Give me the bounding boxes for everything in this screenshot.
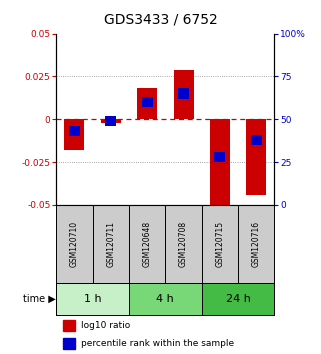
Text: GSM120716: GSM120716 — [252, 221, 261, 267]
Bar — [56, 283, 129, 315]
Bar — [251, 135, 262, 145]
Text: percentile rank within the sample: percentile rank within the sample — [81, 339, 234, 348]
Bar — [173, 70, 194, 119]
Text: GSM120710: GSM120710 — [70, 221, 79, 267]
Text: 1 h: 1 h — [84, 294, 101, 304]
Bar — [214, 152, 225, 162]
Bar — [202, 283, 274, 315]
Text: 4 h: 4 h — [156, 294, 174, 304]
Bar — [63, 320, 75, 331]
Bar — [101, 119, 121, 122]
Bar — [210, 119, 230, 208]
Bar — [69, 126, 80, 136]
Text: GSM120648: GSM120648 — [143, 221, 152, 267]
Bar — [105, 116, 116, 126]
Bar — [142, 97, 152, 107]
Bar — [178, 88, 189, 99]
Text: GDS3433 / 6752: GDS3433 / 6752 — [104, 12, 217, 27]
Text: log10 ratio: log10 ratio — [81, 321, 131, 330]
Text: GSM120708: GSM120708 — [179, 221, 188, 267]
Text: GSM120715: GSM120715 — [215, 221, 224, 267]
Bar — [63, 338, 75, 349]
Bar — [137, 88, 157, 119]
Text: GSM120711: GSM120711 — [106, 221, 115, 267]
Bar — [129, 283, 202, 315]
Text: 24 h: 24 h — [226, 294, 250, 304]
Text: time ▶: time ▶ — [23, 294, 56, 304]
Bar — [246, 119, 266, 195]
Bar — [64, 119, 84, 150]
